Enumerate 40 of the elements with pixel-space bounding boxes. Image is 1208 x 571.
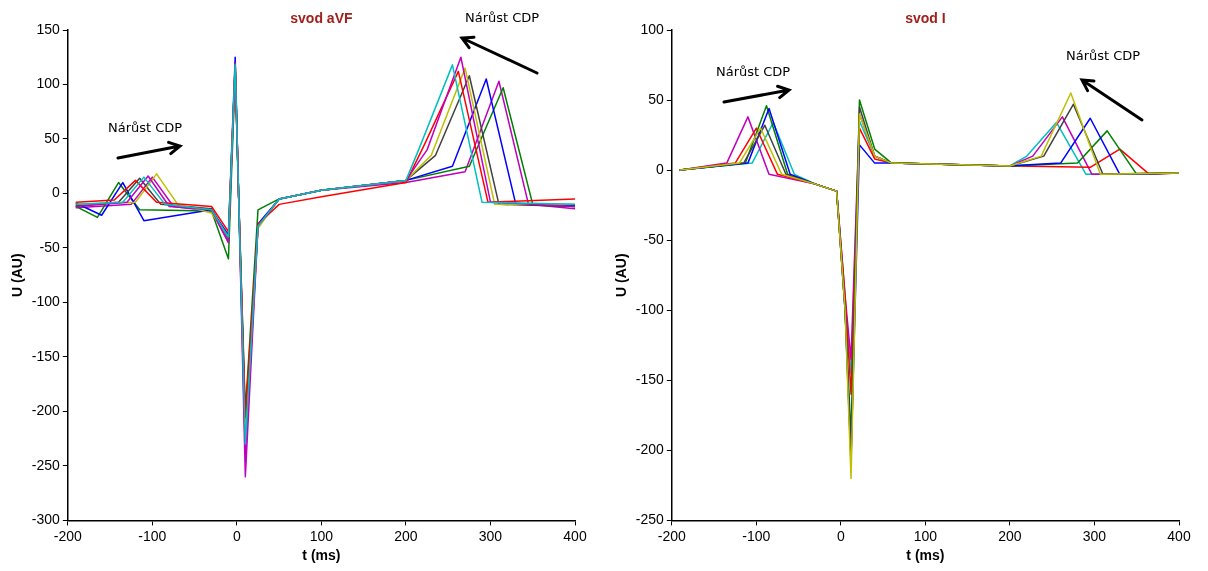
y-tick-label: 100: [640, 20, 665, 37]
y-axis-title: U (AU): [613, 253, 630, 297]
y-tick-label: -250: [31, 456, 61, 473]
y-tick-label: 150: [36, 20, 61, 37]
x-tick-label: 200: [394, 527, 418, 544]
y-tick-label: -100: [31, 293, 61, 310]
y-tick-label: -150: [635, 371, 665, 388]
y-tick-label: -50: [643, 231, 665, 248]
y-axis-title: U (AU): [9, 253, 26, 297]
y-tick-label: 50: [648, 90, 665, 107]
x-tick-label: 300: [1082, 527, 1107, 544]
chart-title: svod I: [905, 9, 946, 26]
x-tick-label: 0: [232, 527, 241, 544]
x-tick-label: 100: [309, 527, 334, 544]
x-axis-title: t (ms): [906, 547, 945, 564]
y-tick-label: 0: [656, 160, 665, 177]
y-tick-label: 100: [36, 75, 61, 92]
y-tick-label: -300: [31, 511, 61, 528]
x-tick-label: 200: [998, 527, 1022, 544]
y-tick-label: 0: [52, 184, 61, 201]
x-tick-label: 300: [478, 527, 503, 544]
annotation: Nárůst CDP: [108, 120, 183, 135]
x-tick-label: -100: [138, 527, 167, 544]
y-tick-label: -100: [635, 301, 665, 318]
x-tick-label: 400: [563, 527, 587, 544]
x-tick-label: 400: [1167, 527, 1191, 544]
y-tick-label: -250: [635, 511, 665, 528]
y-tick-label: -200: [635, 441, 665, 458]
y-tick-label: -50: [39, 238, 61, 255]
x-tick-label: 100: [913, 527, 938, 544]
y-tick-label: -200: [31, 402, 61, 419]
y-tick-label: -150: [31, 347, 61, 364]
y-tick-label: 50: [44, 129, 61, 146]
x-tick-label: 0: [836, 527, 845, 544]
annotation: Nárůst CDP: [716, 64, 791, 79]
x-axis-title: t (ms): [302, 547, 341, 564]
x-tick-label: -100: [742, 527, 771, 544]
annotation: Nárůst CDP: [1066, 48, 1141, 63]
chart-title: svod aVF: [290, 9, 353, 26]
text: Nárůst CDP: [465, 10, 540, 25]
